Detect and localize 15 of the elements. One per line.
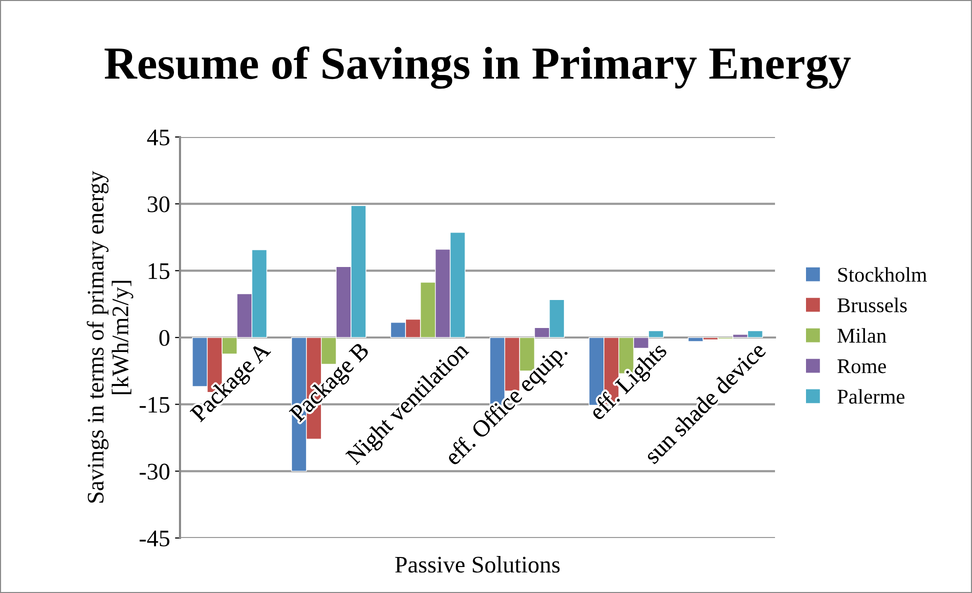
x-axis-title: Passive Solutions [395, 556, 560, 573]
y-tick-label: -30 [140, 464, 170, 480]
y-tick-label: 15 [148, 263, 170, 280]
y-axis-title: Savings in terms of primary energy [kWh/m2/y] [86, 170, 134, 503]
y-tick-label: 0 [159, 330, 170, 346]
legend-label: Stockholm [838, 267, 927, 282]
y-tick-label: 30 [148, 196, 170, 212]
chart-title: Resume of Savings in Primary Energy [104, 46, 851, 89]
legend-label: Rome [838, 359, 886, 374]
y-tick-label: 45 [147, 130, 170, 146]
legend-label: Milan [838, 328, 886, 343]
y-tick-label: -45 [140, 530, 170, 546]
legend-label: Brussels [838, 298, 907, 312]
y-tick-label: -15 [140, 396, 170, 413]
legend-label: Palerme [838, 389, 904, 404]
